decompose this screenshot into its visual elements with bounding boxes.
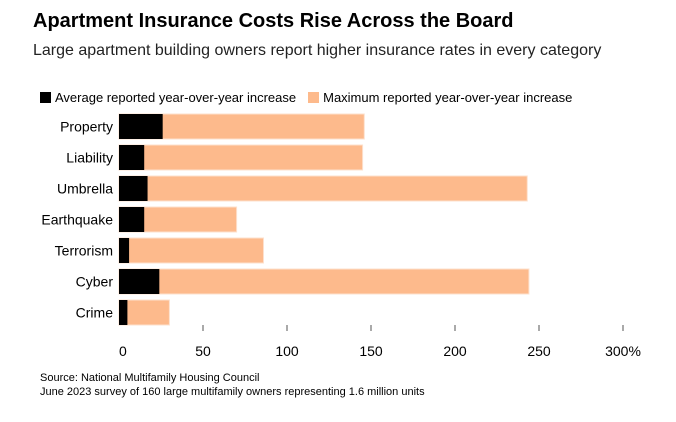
bar-average-crime [119, 300, 128, 325]
x-tick-label: 50 [195, 343, 211, 359]
x-tick-label: 100 [275, 343, 299, 359]
bar-average-earthquake [119, 207, 145, 232]
legend-item-maximum: Maximum reported year-over-year increase [308, 90, 572, 105]
x-tick-label: 0 [119, 343, 127, 359]
x-tick-label: 150 [359, 343, 383, 359]
category-label: Property [60, 119, 113, 135]
survey-note: June 2023 survey of 160 large multifamil… [40, 386, 425, 398]
bar-average-terrorism [119, 238, 130, 263]
legend-swatch-maximum [308, 92, 320, 103]
bar-maximum-umbrella [118, 175, 528, 202]
legend-label-average: Average reported year-over-year increase [55, 90, 297, 105]
bar-maximum-liability [118, 144, 364, 171]
x-tick-label: 200 [443, 343, 467, 359]
category-label: Cyber [76, 274, 114, 290]
chart-title: Apartment Insurance Costs Rise Across th… [33, 10, 514, 32]
bar-average-liability [119, 145, 145, 170]
source-note: Source: National Multifamily Housing Cou… [40, 372, 260, 384]
x-tick-label: 300% [605, 343, 641, 359]
category-label: Liability [66, 150, 113, 166]
legend: Average reported year-over-year increase… [40, 90, 572, 105]
legend-item-average: Average reported year-over-year increase [40, 90, 296, 105]
category-label: Crime [76, 305, 114, 321]
chart-subtitle: Large apartment building owners report h… [33, 42, 602, 59]
bar-average-cyber [119, 269, 160, 294]
bar-maximum-cyber [118, 268, 530, 295]
category-label: Umbrella [57, 181, 113, 197]
bar-average-umbrella [119, 176, 148, 201]
category-label: Earthquake [41, 212, 113, 228]
category-label: Terrorism [55, 243, 113, 259]
legend-label-maximum: Maximum reported year-over-year increase [323, 90, 573, 105]
legend-swatch-average [40, 92, 51, 103]
bar-maximum-terrorism [118, 237, 264, 264]
bar-average-property [119, 114, 163, 139]
x-tick-label: 250 [527, 343, 551, 359]
